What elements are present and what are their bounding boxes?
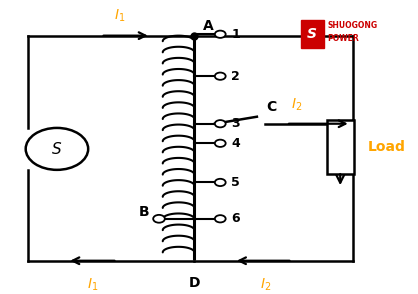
Bar <box>301 20 324 48</box>
Text: SHUOGONG: SHUOGONG <box>328 21 378 30</box>
Text: 3: 3 <box>231 117 240 130</box>
Circle shape <box>215 31 226 38</box>
Circle shape <box>215 215 226 223</box>
Circle shape <box>215 73 226 80</box>
Circle shape <box>215 179 226 186</box>
Text: 5: 5 <box>231 176 240 189</box>
Text: A: A <box>203 19 214 33</box>
Text: $I_2$: $I_2$ <box>291 96 302 113</box>
Text: $I_1$: $I_1$ <box>87 276 98 293</box>
Circle shape <box>215 120 226 127</box>
Text: 6: 6 <box>231 212 240 225</box>
Bar <box>327 120 354 174</box>
Text: C: C <box>266 100 277 114</box>
Text: D: D <box>189 276 200 290</box>
Text: $I_2$: $I_2$ <box>260 276 271 293</box>
Text: 1: 1 <box>231 28 240 41</box>
Circle shape <box>215 140 226 147</box>
Text: 4: 4 <box>231 137 240 150</box>
Text: POWER: POWER <box>328 34 359 43</box>
Text: $S$: $S$ <box>51 141 63 157</box>
Text: S: S <box>307 27 317 41</box>
Text: B: B <box>139 205 150 219</box>
Circle shape <box>25 128 88 170</box>
Circle shape <box>153 215 165 223</box>
Text: 2: 2 <box>231 70 240 83</box>
Text: Load: Load <box>367 140 405 154</box>
Text: $I_1$: $I_1$ <box>114 8 125 24</box>
